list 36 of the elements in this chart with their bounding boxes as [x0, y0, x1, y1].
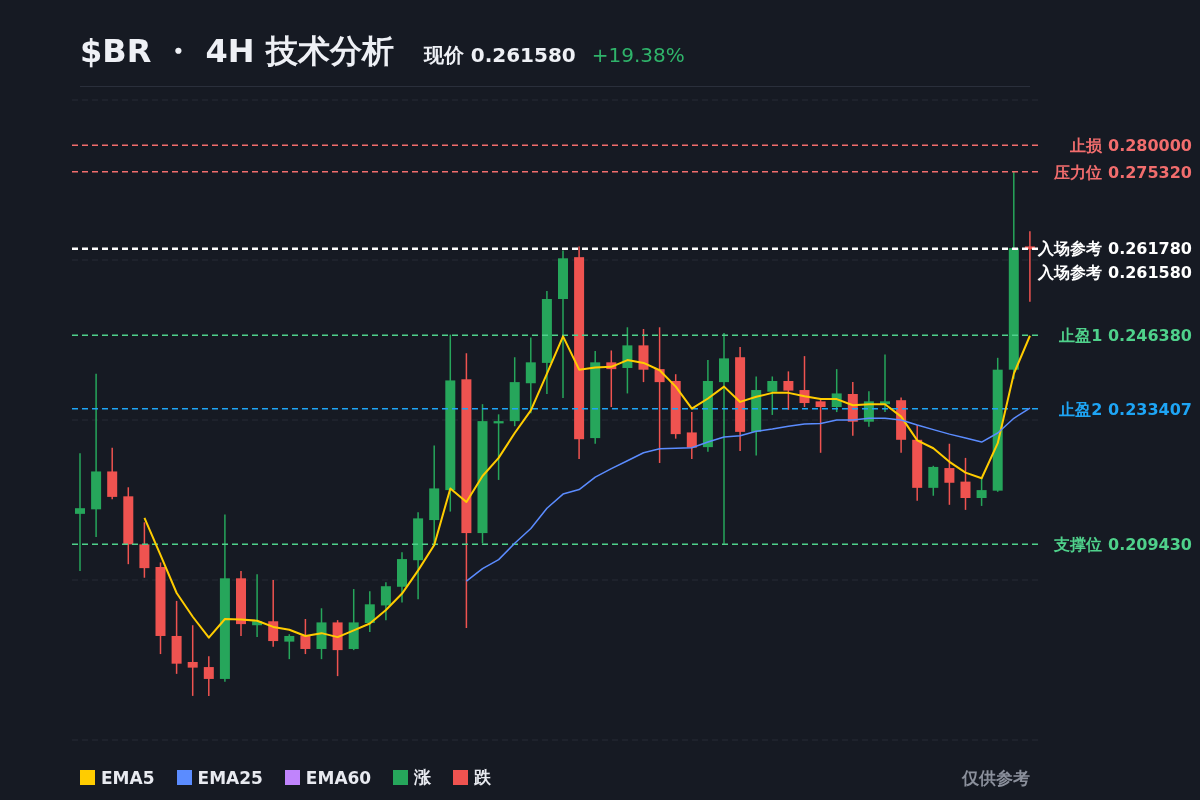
- candlestick: [976, 476, 987, 507]
- candlestick: [815, 397, 826, 454]
- ref-line-label: 止盈2 0.233407: [1058, 399, 1192, 419]
- legend-label: EMA25: [197, 767, 263, 788]
- ref-line-label: 入场参考 0.261580: [1037, 263, 1192, 283]
- ref-line-label: 止损 0.280000: [1069, 136, 1192, 156]
- candlestick: [380, 581, 391, 621]
- candlestick: [187, 624, 198, 697]
- candlestick: [139, 521, 150, 579]
- candlestick: [364, 590, 375, 633]
- ref-line-label: 入场参考 0.261780: [1037, 239, 1192, 259]
- candlestick: [203, 655, 214, 697]
- candlestick: [960, 457, 971, 511]
- candlestick: [284, 633, 295, 660]
- candlestick: [622, 326, 633, 395]
- ref-line-label: 压力位 0.275320: [1053, 162, 1192, 182]
- candlestick: [783, 370, 794, 411]
- candlestick: [719, 332, 729, 545]
- text: 仅供参考: [962, 767, 1030, 790]
- legend-label: EMA5: [101, 767, 155, 788]
- chart-subtitle: 现价 0.261580: [423, 42, 576, 69]
- text: +19.38%: [591, 43, 685, 67]
- candlestick: [268, 579, 279, 648]
- chart-title: $BR ・ 4H 技术分析: [80, 31, 394, 72]
- ref-line-label: 止盈1 0.246380: [1058, 326, 1192, 346]
- candlestick: [525, 336, 536, 414]
- candlestick: [928, 465, 939, 497]
- legend-label: 跌: [474, 766, 492, 789]
- candlestick: [686, 411, 697, 460]
- candlestick: [300, 618, 311, 655]
- candlestick: [767, 375, 778, 416]
- candlestick: [75, 452, 85, 572]
- legend-label: 涨: [414, 766, 432, 789]
- ref-line-label: 支撑位 0.209430: [1053, 535, 1192, 555]
- candlestick: [944, 443, 955, 506]
- legend-label: EMA60: [305, 767, 372, 788]
